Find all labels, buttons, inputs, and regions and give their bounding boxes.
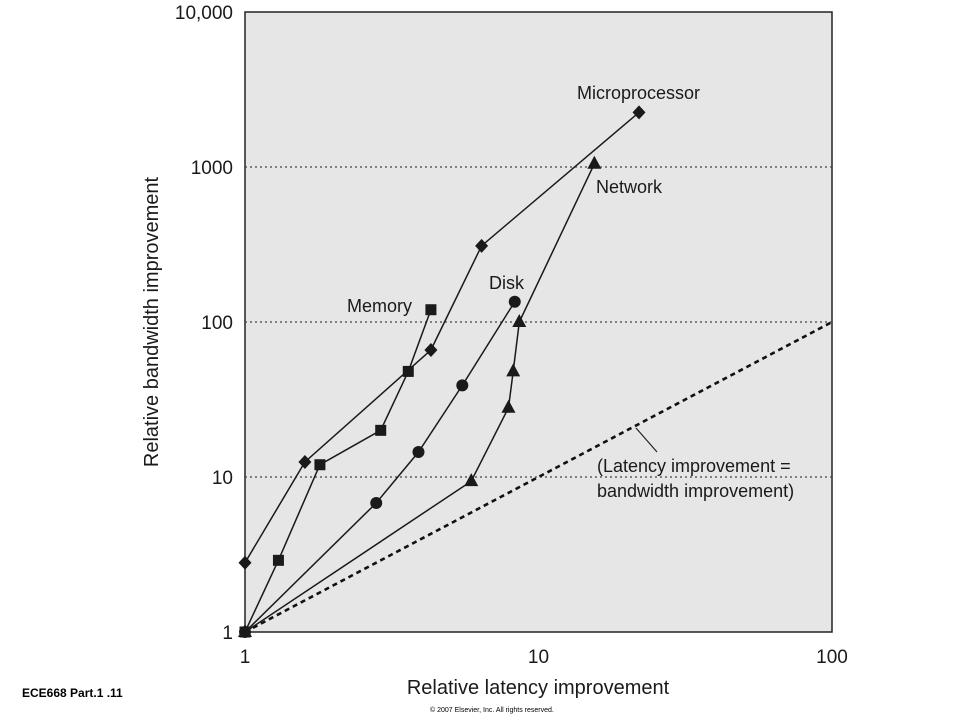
- y-tick-label-10000: 10,000: [175, 3, 233, 24]
- marker-network-2: [501, 399, 516, 413]
- reference-line: [244, 320, 833, 634]
- marker-memory-1: [272, 554, 284, 566]
- slide-label: ECE668 Part.1 .11: [22, 686, 123, 700]
- marker-memory-2: [314, 459, 326, 471]
- y-tick-label-1: 1: [222, 623, 233, 644]
- series-label-memory: Memory: [347, 296, 412, 316]
- marker-network-3: [506, 363, 521, 377]
- tick-labels: 1 10 100 1 10 100 1000 10,000: [175, 3, 848, 668]
- series-line-network: [244, 163, 596, 633]
- series-label-network: Network: [596, 177, 663, 197]
- y-tick-label-10: 10: [212, 468, 233, 489]
- marker-microprocessor-1: [298, 454, 312, 469]
- marker-microprocessor-0: [238, 555, 252, 570]
- y-tick-label-1000: 1000: [191, 158, 233, 179]
- series-label-disk: Disk: [489, 273, 525, 293]
- copyright-notice: © 2007 Elsevier, Inc. All rights reserve…: [430, 707, 554, 714]
- y-tick-label-100: 100: [201, 313, 233, 334]
- series-label-microprocessor: Microprocessor: [577, 83, 700, 103]
- reference-line-dashed: [244, 320, 833, 634]
- marker-memory-3: [375, 424, 387, 436]
- marker-disk-3: [456, 379, 469, 392]
- series-line-memory: [244, 309, 432, 633]
- marker-microprocessor-4: [632, 105, 646, 120]
- y-axis-title: Relative bandwidth improvement: [141, 176, 163, 467]
- x-axis-title: Relative latency improvement: [407, 677, 670, 699]
- marker-disk-2: [412, 445, 425, 458]
- marker-disk-1: [370, 496, 383, 509]
- marker-memory-5: [425, 304, 437, 316]
- x-tick-label-100: 100: [816, 647, 848, 668]
- reference-label-line-2: bandwidth improvement): [597, 481, 794, 501]
- marker-network-0: [238, 624, 252, 637]
- x-tick-label-1: 1: [240, 647, 251, 668]
- marker-microprocessor-2: [424, 342, 438, 357]
- marker-memory-4: [402, 365, 414, 377]
- marker-disk-4: [508, 295, 521, 308]
- marker-microprocessor-3: [475, 238, 489, 253]
- reference-label-leader: [635, 427, 658, 453]
- reference-label-line-1: (Latency improvement =: [597, 456, 791, 476]
- series-markers: [238, 105, 646, 638]
- marker-network-5: [587, 155, 602, 169]
- marker-network-4: [512, 314, 527, 327]
- plot-area: [244, 11, 833, 633]
- x-tick-label-10: 10: [528, 647, 549, 668]
- marker-network-1: [464, 473, 479, 487]
